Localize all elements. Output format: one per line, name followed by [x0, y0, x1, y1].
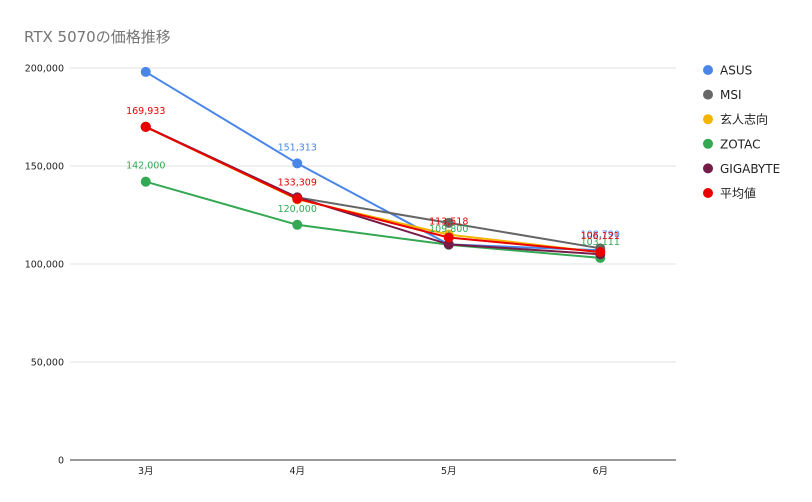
chart-title: RTX 5070の価格推移	[24, 28, 171, 46]
y-axis: 0 50,000 100,000 150,000 200,000	[25, 64, 64, 467]
data-point	[443, 217, 454, 228]
x-tick-label: 5月	[441, 466, 457, 477]
data-label: 133,309	[278, 178, 317, 189]
series-line	[145, 125, 601, 250]
legend-marker	[703, 65, 713, 75]
legend-label: MSI	[720, 88, 742, 102]
grid	[70, 67, 676, 461]
data-label: 108,790	[581, 229, 620, 240]
legend-label: 平均値	[720, 186, 756, 201]
legend: ASUS MSI 玄人志向 ZOTAC GIGABYTE 平均値	[703, 64, 780, 201]
legend-label: GIGABYTE	[720, 162, 780, 176]
y-tick-label: 150,000	[25, 162, 64, 173]
data-point	[292, 219, 303, 230]
x-tick-label: 6月	[592, 466, 608, 477]
legend-label: ASUS	[720, 64, 752, 78]
legend-marker	[703, 89, 713, 100]
data-label: 120,000	[278, 204, 317, 215]
data-point	[140, 176, 151, 187]
data-label: 113,518	[429, 217, 468, 228]
x-tick-label: 3月	[138, 466, 154, 477]
data-point	[443, 239, 454, 250]
series-lines	[145, 71, 601, 259]
data-point	[292, 193, 303, 204]
data-point	[443, 232, 454, 243]
y-tick-label: 50,000	[31, 358, 64, 369]
series-line	[145, 71, 601, 252]
x-tick-label: 4月	[289, 466, 305, 477]
x-axis: 3月 4月 5月 6月	[138, 466, 608, 477]
data-label: 142,000	[126, 161, 165, 172]
data-point	[292, 158, 303, 169]
series-line	[145, 180, 601, 259]
data-label: 169,933	[126, 106, 165, 117]
data-label: 103,111	[581, 237, 620, 248]
legend-label: 玄人志向	[720, 112, 768, 127]
y-tick-label: 0	[58, 456, 64, 467]
series-line	[145, 126, 601, 253]
series-points	[140, 66, 606, 263]
y-tick-label: 100,000	[25, 260, 64, 271]
data-label: 151,313	[278, 142, 317, 153]
legend-marker	[703, 163, 713, 174]
legend-marker	[703, 138, 713, 149]
data-point	[140, 66, 151, 77]
legend-label: ZOTAC	[720, 137, 760, 151]
legend-marker	[703, 188, 713, 198]
data-label: 109,800	[429, 224, 468, 235]
legend-marker	[703, 114, 713, 125]
series-line	[145, 125, 601, 254]
data-labels: 151,313 108,790 142,000 120,000 109,800 103,1…	[126, 106, 620, 248]
data-point	[140, 121, 151, 132]
y-tick-label: 200,000	[25, 64, 64, 75]
data-point	[595, 247, 606, 258]
data-label: 106,121	[581, 231, 620, 242]
